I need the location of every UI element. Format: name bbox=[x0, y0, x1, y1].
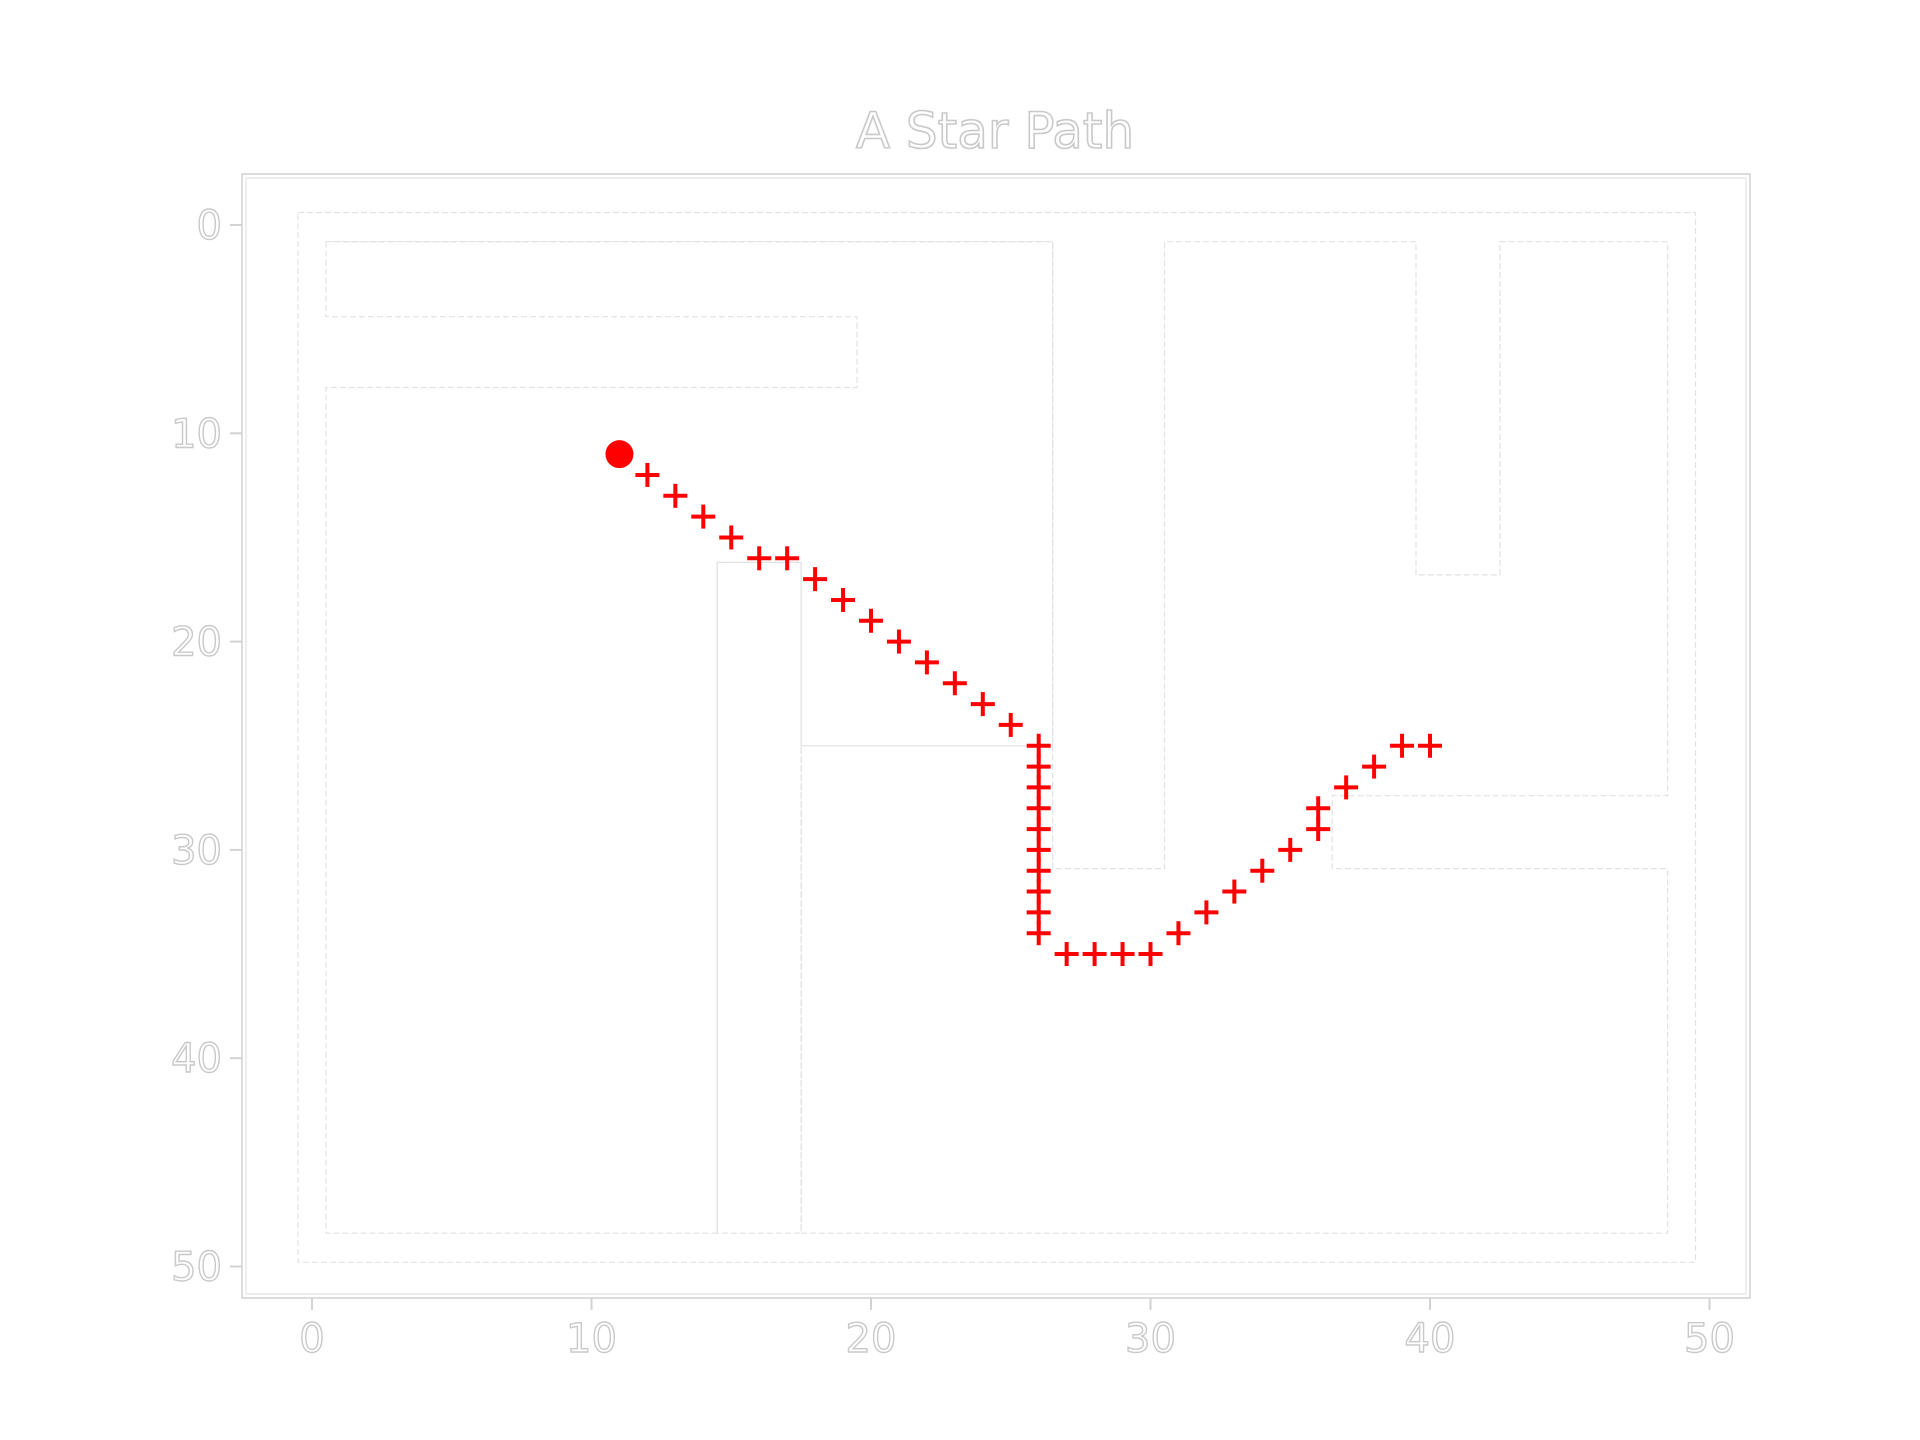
path-cross-marker bbox=[998, 712, 1023, 737]
path-cross-marker bbox=[803, 567, 828, 592]
path-cross-marker bbox=[1026, 754, 1051, 779]
x-axis-ticks: 0 10 20 30 40 50 bbox=[299, 1298, 1736, 1363]
path-cross-marker bbox=[1026, 837, 1051, 862]
path-cross-marker bbox=[914, 650, 939, 675]
plot-frame-inner bbox=[245, 177, 1747, 1295]
path-cross-marker bbox=[1054, 942, 1079, 967]
path-cross-marker bbox=[1026, 817, 1051, 842]
path-cross-marker bbox=[1278, 837, 1303, 862]
plot-frame bbox=[241, 173, 1751, 1299]
y-axis-ticks: 0 10 20 30 40 50 bbox=[170, 202, 242, 1291]
path-cross-marker bbox=[942, 671, 967, 696]
path-cross-marker bbox=[1026, 775, 1051, 800]
path-cross-marker bbox=[1250, 858, 1275, 883]
path-marks bbox=[605, 440, 1442, 967]
path-cross-marker bbox=[1026, 858, 1051, 883]
x-tick-label: 0 bbox=[299, 1316, 324, 1362]
path-cross-marker bbox=[1026, 921, 1051, 946]
path-cross-marker bbox=[1026, 900, 1051, 925]
path-cross-marker bbox=[1390, 733, 1415, 758]
y-tick-label: 30 bbox=[171, 828, 222, 874]
chart-title: A Star Path bbox=[856, 102, 1134, 160]
path-cross-marker bbox=[1082, 942, 1107, 967]
path-cross-marker bbox=[970, 692, 995, 717]
y-tick-label: 40 bbox=[171, 1036, 222, 1082]
path-cross-marker bbox=[1166, 921, 1191, 946]
path-cross-marker bbox=[1222, 879, 1247, 904]
start-point-marker bbox=[605, 440, 634, 469]
path-cross-marker bbox=[886, 629, 911, 654]
path-cross-marker bbox=[859, 608, 883, 633]
path-cross-marker bbox=[1026, 879, 1051, 904]
path-cross-marker bbox=[663, 483, 688, 508]
path-cross-marker bbox=[775, 546, 800, 571]
path-cross-marker bbox=[691, 504, 716, 529]
x-tick-label: 10 bbox=[566, 1316, 617, 1362]
path-cross-marker bbox=[831, 587, 856, 612]
y-tick-label: 50 bbox=[171, 1245, 222, 1291]
path-cross-marker bbox=[1110, 942, 1135, 967]
maze-walls bbox=[297, 211, 1697, 1263]
x-tick-label: 40 bbox=[1405, 1316, 1456, 1362]
path-cross-marker bbox=[1026, 796, 1051, 821]
path-cross-marker bbox=[1138, 942, 1163, 967]
y-tick-label: 0 bbox=[197, 203, 222, 249]
path-cross-marker bbox=[1306, 796, 1331, 821]
path-cross-marker bbox=[1418, 733, 1442, 758]
path-cross-marker bbox=[1306, 817, 1331, 842]
path-cross-marker bbox=[1362, 754, 1387, 779]
path-cross-marker bbox=[1194, 900, 1219, 925]
path-cross-marker bbox=[719, 525, 744, 550]
x-tick-label: 20 bbox=[846, 1316, 897, 1362]
path-cross-marker bbox=[747, 546, 772, 571]
maze-wall-2 bbox=[325, 241, 1669, 1234]
path-cross-marker bbox=[1026, 733, 1051, 758]
y-tick-label: 10 bbox=[171, 411, 222, 457]
x-tick-label: 30 bbox=[1125, 1316, 1176, 1362]
path-cross-marker bbox=[635, 462, 660, 487]
x-tick-label: 50 bbox=[1684, 1316, 1735, 1362]
path-cross-marker bbox=[1334, 775, 1359, 800]
maze-wall-outer bbox=[297, 211, 1697, 1263]
y-tick-label: 20 bbox=[171, 620, 222, 666]
maze-wall-1 bbox=[326, 241, 1054, 1234]
